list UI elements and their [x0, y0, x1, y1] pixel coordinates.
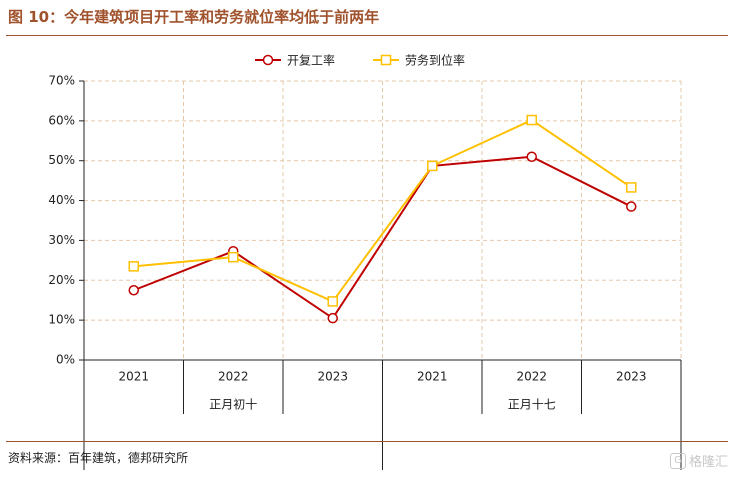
- legend-marker-circle-icon: [262, 54, 274, 66]
- x-tick-label: 2023: [317, 370, 348, 384]
- legend-label: 劳务到位率: [405, 53, 465, 68]
- y-tick-label: 10%: [48, 313, 75, 327]
- data-point-square: [327, 296, 338, 307]
- x-tick-label: 2021: [118, 370, 149, 384]
- y-tick-label: 50%: [48, 153, 75, 167]
- data-point-circle: [128, 285, 139, 296]
- data-point-circle: [626, 201, 637, 212]
- x-tick-label: 2021: [417, 370, 448, 384]
- data-point-circle: [327, 312, 338, 324]
- watermark-text: 格隆汇: [688, 455, 728, 470]
- y-tick-label: 0%: [56, 353, 75, 367]
- data-point-square: [128, 261, 139, 272]
- figure-title: 图 10：今年建筑项目开工率和劳务就位率均低于前两年: [8, 8, 380, 26]
- chart-legend: 开复工率 劳务到位率: [255, 53, 465, 68]
- x-group-label: 正月十七: [508, 398, 556, 412]
- watermark: G 格隆汇: [669, 451, 728, 470]
- series-line-2: [133, 118, 632, 303]
- source-divider: [6, 441, 728, 442]
- data-point-square: [427, 160, 438, 172]
- y-tick-label: 60%: [48, 113, 75, 127]
- y-tick-label: 70%: [48, 74, 75, 88]
- x-tick-label: 2023: [616, 370, 647, 384]
- title-divider: [6, 35, 728, 36]
- chart-grid: [84, 80, 682, 360]
- y-tick-label: 20%: [48, 273, 75, 287]
- data-point-square: [526, 114, 537, 126]
- y-tick-label: 30%: [48, 233, 75, 247]
- data-point-square: [626, 182, 637, 193]
- source-note: 资料来源：百年建筑，德邦研究所: [8, 451, 189, 465]
- x-tick-label: 2022: [218, 370, 249, 384]
- watermark-logo-icon: G: [669, 452, 686, 469]
- legend-label: 开复工率: [287, 53, 335, 68]
- y-tick-label: 40%: [48, 193, 75, 207]
- legend-marker-square-icon: [380, 54, 392, 66]
- data-point-square: [228, 251, 239, 263]
- chart-series: [128, 114, 637, 324]
- data-point-circle: [526, 151, 537, 162]
- x-tick-label: 2022: [516, 370, 547, 384]
- x-group-label: 正月初十: [209, 398, 257, 412]
- chart-axes: 0% 10% 20% 30% 40% 50% 60% 70% 2021 2022 2023 2021 2…: [48, 74, 682, 470]
